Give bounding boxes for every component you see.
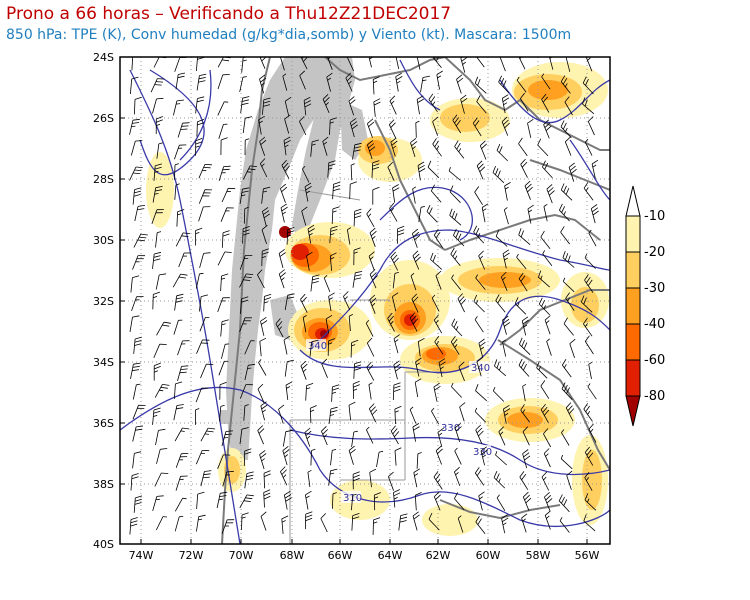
colorbar-segment-top: [625, 185, 641, 217]
colorbar-segment: [625, 287, 641, 325]
colorbar-label: -40: [644, 317, 665, 332]
lat-label-40s: 40S: [93, 538, 114, 551]
lon-label-64w: 64W: [378, 549, 403, 562]
map-plot-area: 340 340 330 330 310: [120, 57, 610, 544]
lon-label-56w: 56W: [575, 549, 600, 562]
lon-label-60w: 60W: [476, 549, 501, 562]
lon-label-62w: 62W: [426, 549, 451, 562]
colorbar-label: -10: [644, 209, 665, 224]
lat-label-32s: 32S: [93, 295, 114, 308]
colorbar-label: -60: [644, 353, 665, 368]
contour-label-330-center: 330: [441, 423, 460, 434]
wind-barbs: [129, 57, 599, 535]
colorbar-segment: [625, 215, 641, 253]
lat-label-34s: 34S: [93, 356, 114, 369]
longitude-labels: 74W 72W 70W 68W 66W 64W 62W 60W 58W 56W: [129, 549, 600, 562]
lon-label-68w: 68W: [280, 549, 305, 562]
lat-label-24s: 24S: [93, 51, 114, 64]
lat-label-26s: 26S: [93, 112, 114, 125]
lat-label-36s: 36S: [93, 417, 114, 430]
colorbar-segment-bottom: [625, 395, 641, 427]
colorbar-segment: [625, 251, 641, 289]
axis-ticks: [120, 56, 588, 545]
map-title: Prono a 66 horas – Verificando a Thu12Z2…: [6, 4, 452, 24]
lat-label-38s: 38S: [93, 478, 114, 491]
contour-label-330-east: 330: [473, 447, 492, 458]
lat-label-28s: 28S: [93, 173, 114, 186]
lon-label-58w: 58W: [526, 549, 551, 562]
contour-label-340-east: 340: [471, 363, 490, 374]
lon-label-66w: 66W: [328, 549, 353, 562]
grid-lines: [120, 57, 610, 544]
colorbar-label: -30: [644, 281, 665, 296]
colorbar-label: -20: [644, 245, 665, 260]
lon-label-70w: 70W: [229, 549, 254, 562]
lat-label-30s: 30S: [93, 234, 114, 247]
colorbar-label: -80: [644, 389, 665, 404]
map-subtitle: 850 hPa: TPE (K), Conv humedad (g/kg*dia…: [6, 27, 572, 43]
colorbar: -10 -20 -30 -40 -60 -80: [625, 185, 665, 427]
colorbar-segment: [625, 359, 641, 397]
latitude-labels: 24S 26S 28S 30S 32S 34S 36S 38S 40S: [93, 51, 114, 551]
political-borders: [221, 57, 610, 544]
contour-label-340-west: 340: [308, 341, 327, 352]
lon-label-72w: 72W: [179, 549, 204, 562]
lon-label-74w: 74W: [129, 549, 154, 562]
colorbar-segment: [625, 323, 641, 361]
